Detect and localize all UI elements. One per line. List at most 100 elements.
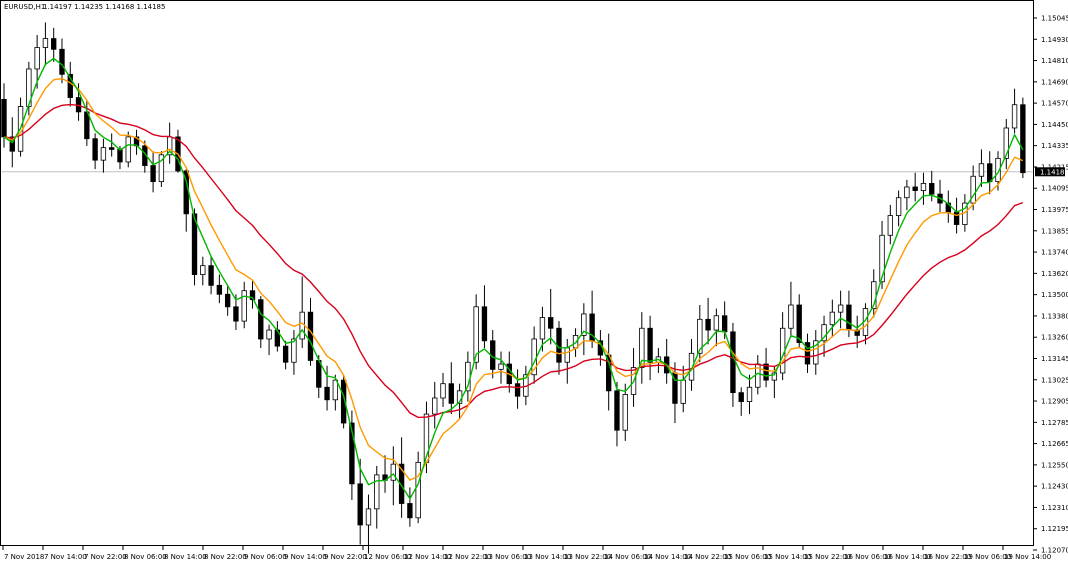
candle[interactable] [606,333,612,411]
candle[interactable] [663,338,670,384]
candle[interactable] [887,204,894,245]
candle[interactable] [548,288,554,345]
candle[interactable] [895,190,902,227]
candle[interactable] [738,387,744,416]
candle[interactable] [788,281,794,338]
price-axis[interactable]: 1.15045 1.14930 1.14810 1.14690 1.14570 1.144… [1033,15,1068,555]
candle[interactable] [374,465,380,529]
candle[interactable] [150,151,156,193]
candle[interactable] [51,27,57,62]
candle[interactable] [200,256,206,286]
time-axis[interactable]: 7 Nov 2018 7 Nov 14:007 Nov 22:008 Nov 06… [2,546,1051,561]
candle[interactable] [1020,97,1026,179]
candle[interactable] [324,365,330,411]
candle[interactable] [224,285,231,316]
candle[interactable] [465,351,471,402]
candle[interactable] [241,281,247,329]
candle[interactable] [705,297,711,345]
candle[interactable] [581,303,587,356]
candle-body [539,317,546,340]
candle[interactable] [564,338,570,384]
price-tick-label: 1.13025 [1041,376,1068,384]
candle[interactable] [1011,88,1018,134]
candle[interactable] [746,374,753,415]
candle[interactable] [266,324,272,356]
candle[interactable] [398,437,405,518]
candle[interactable] [407,487,413,527]
candle[interactable] [1003,119,1009,170]
candle[interactable] [448,362,454,415]
candle-body [813,340,819,365]
candle[interactable] [622,383,628,441]
candle[interactable] [829,299,836,338]
candle[interactable] [697,305,703,363]
candle[interactable] [920,172,927,205]
candle[interactable] [59,38,65,84]
candle[interactable] [713,308,720,347]
candle[interactable] [100,138,107,173]
candle[interactable] [614,381,620,447]
candle[interactable] [639,312,645,384]
candle[interactable] [390,446,396,506]
candle[interactable] [340,374,347,429]
candle[interactable] [490,330,496,379]
candle[interactable] [498,351,504,384]
candle[interactable] [282,340,289,370]
candle[interactable] [415,451,421,524]
candle[interactable] [779,312,786,381]
candle[interactable] [191,208,198,286]
candle[interactable] [945,190,951,223]
candle[interactable] [208,256,214,295]
candle-body [854,329,860,336]
candle[interactable] [763,347,769,388]
candle[interactable] [871,269,877,318]
candle[interactable] [34,34,40,89]
candles-layer[interactable] [1,22,1026,554]
candle-body [887,215,894,236]
candle[interactable] [109,133,115,157]
ma-mid-line [3,77,1024,481]
candle[interactable] [937,179,943,213]
candle[interactable] [904,179,910,211]
candle[interactable] [589,290,595,348]
candle[interactable] [158,151,165,187]
candle[interactable] [67,61,73,107]
candle[interactable] [432,381,438,429]
candle[interactable] [987,151,993,195]
candle[interactable] [730,322,736,407]
candle[interactable] [299,276,305,348]
candle[interactable] [42,22,49,66]
candle[interactable] [274,321,281,352]
candle[interactable] [133,129,140,155]
candle[interactable] [813,330,819,375]
candle[interactable] [837,290,844,329]
candle[interactable] [912,172,918,202]
candle[interactable] [332,374,339,411]
candle[interactable] [531,326,537,384]
candle[interactable] [249,279,256,309]
candle[interactable] [647,315,653,381]
candle[interactable] [680,365,686,413]
candle[interactable] [175,129,181,173]
candle[interactable] [978,149,985,187]
candle[interactable] [357,458,363,545]
candle[interactable] [365,494,372,554]
candle[interactable] [382,455,388,493]
candle[interactable] [349,410,355,500]
candle[interactable] [514,369,521,409]
candle-body [738,392,744,402]
candle[interactable] [258,296,264,348]
candle[interactable] [166,122,173,164]
candle[interactable] [481,285,488,348]
price-tick-label: 1.12665 [1041,440,1068,448]
candle[interactable] [216,274,223,304]
candle[interactable] [929,170,935,202]
candle[interactable] [291,330,297,375]
candle[interactable] [125,131,131,168]
candle[interactable] [970,165,976,211]
candle[interactable] [440,372,446,407]
candle[interactable] [92,133,98,170]
candle[interactable] [804,333,811,373]
